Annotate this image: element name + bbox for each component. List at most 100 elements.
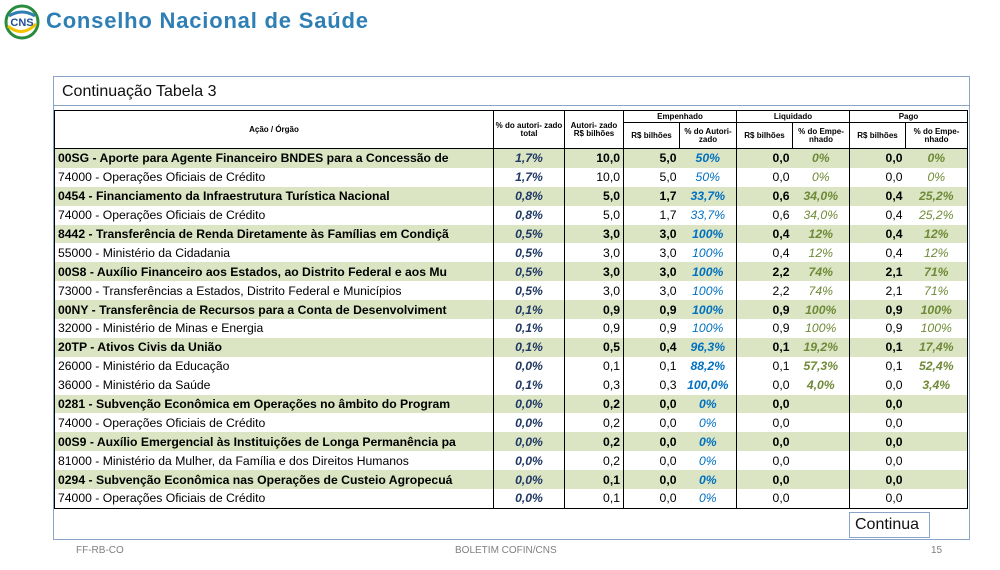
empenhado-pct: 0% — [679, 432, 737, 452]
table-row: 8442 - Transferência de Renda Diretament… — [54, 224, 968, 244]
header-acao-orgao: Ação / Órgão — [54, 110, 494, 149]
liquidado-pct — [792, 451, 850, 471]
autorizado: 0,2 — [564, 432, 624, 452]
pago-rs: 0,0 — [849, 394, 906, 414]
pago-pct: 100% — [905, 300, 968, 320]
row-name: 36000 - Ministério da Saúde — [54, 375, 494, 395]
liquidado-pct: 74% — [792, 262, 850, 282]
empenhado-rs: 1,7 — [623, 205, 680, 225]
empenhado-rs: 5,0 — [623, 148, 680, 168]
pct-autorizado-total: 0,1% — [493, 337, 565, 357]
liquidado-rs: 0,4 — [736, 243, 793, 263]
empenhado-pct: 88,2% — [679, 356, 737, 376]
row-name: 00NY - Transferência de Recursos para a … — [54, 300, 494, 320]
row-name: 00S8 - Auxílio Financeiro aos Estados, a… — [54, 262, 494, 282]
pago-pct: 100% — [905, 319, 968, 338]
header-pago-pct: % do Empe- nhado — [905, 122, 968, 149]
pct-autorizado-total: 0,0% — [493, 394, 565, 414]
table-caption-box: Continuação Tabela 3 — [53, 76, 970, 106]
header-pago-rs: R$ bilhões — [849, 122, 906, 149]
empenhado-rs: 0,0 — [623, 432, 680, 452]
liquidado-pct: 12% — [792, 243, 850, 263]
cns-logo-icon: CNS — [4, 4, 40, 40]
autorizado: 3,0 — [564, 262, 624, 282]
pct-autorizado-total: 0,0% — [493, 356, 565, 376]
pago-pct: 71% — [905, 262, 968, 282]
autorizado: 0,9 — [564, 300, 624, 320]
liquidado-pct: 34,0% — [792, 186, 850, 206]
pago-rs: 0,0 — [849, 489, 906, 509]
header-empenhado-pct: % do Autori- zado — [679, 122, 737, 149]
table-row: 74000 - Operações Oficiais de Crédito 1,7… — [54, 167, 968, 187]
liquidado-rs: 0,6 — [736, 186, 793, 206]
empenhado-pct: 33,7% — [679, 186, 737, 206]
row-name: 74000 - Operações Oficiais de Crédito — [54, 489, 494, 509]
pago-rs: 0,4 — [849, 186, 906, 206]
pago-pct: 71% — [905, 281, 968, 301]
autorizado: 5,0 — [564, 205, 624, 225]
empenhado-pct: 96,3% — [679, 337, 737, 357]
liquidado-pct — [792, 394, 850, 414]
pct-autorizado-total: 0,8% — [493, 186, 565, 206]
liquidado-pct: 74% — [792, 281, 850, 301]
empenhado-rs: 0,0 — [623, 451, 680, 471]
liquidado-rs: 0,0 — [736, 470, 793, 490]
row-name: 8442 - Transferência de Renda Diretament… — [54, 224, 494, 244]
table-row: 55000 - Ministério da Cidadania 0,5% 3,0 3,… — [54, 243, 968, 263]
empenhado-pct: 50% — [679, 167, 737, 187]
pct-autorizado-total: 1,7% — [493, 167, 565, 187]
pct-autorizado-total: 0,0% — [493, 413, 565, 433]
table-row: 36000 - Ministério da Saúde 0,1% 0,3 0,3 100… — [54, 375, 968, 395]
empenhado-pct: 100% — [679, 243, 737, 263]
table-caption: Continuação Tabela 3 — [62, 83, 217, 100]
liquidado-pct: 100% — [792, 300, 850, 320]
autorizado: 0,2 — [564, 413, 624, 433]
autorizado: 10,0 — [564, 148, 624, 168]
empenhado-rs: 0,1 — [623, 356, 680, 376]
pago-pct: 12% — [905, 224, 968, 244]
row-name: 20TP - Ativos Civis da União — [54, 337, 494, 357]
organization-title: Conselho Nacional de Saúde — [46, 8, 369, 33]
empenhado-rs: 0,0 — [623, 413, 680, 433]
header-liquidado: Liquidado — [736, 110, 850, 123]
autorizado: 10,0 — [564, 167, 624, 187]
liquidado-pct: 4,0% — [792, 375, 850, 395]
pago-rs: 0,0 — [849, 432, 906, 452]
pago-pct: 17,4% — [905, 337, 968, 357]
liquidado-pct: 100% — [792, 319, 850, 338]
row-name: 26000 - Ministério da Educação — [54, 356, 494, 376]
pago-pct: 52,4% — [905, 356, 968, 376]
row-name: 81000 - Ministério da Mulher, da Família… — [54, 451, 494, 471]
liquidado-pct: 34,0% — [792, 205, 850, 225]
header-liquidado-rs: R$ bilhões — [736, 122, 793, 149]
empenhado-pct: 0% — [679, 489, 737, 509]
liquidado-rs: 0,9 — [736, 300, 793, 320]
pct-autorizado-total: 0,1% — [493, 375, 565, 395]
pct-autorizado-total: 0,5% — [493, 281, 565, 301]
pago-rs: 0,0 — [849, 413, 906, 433]
pago-pct: 12% — [905, 243, 968, 263]
empenhado-rs: 3,0 — [623, 224, 680, 244]
empenhado-pct: 100% — [679, 300, 737, 320]
pct-autorizado-total: 0,5% — [493, 262, 565, 282]
pago-pct: 25,2% — [905, 205, 968, 225]
liquidado-pct: 19,2% — [792, 337, 850, 357]
table-row: 00SG - Aporte para Agente Financeiro BND… — [54, 148, 968, 168]
pct-autorizado-total: 0,1% — [493, 300, 565, 320]
pct-autorizado-total: 0,0% — [493, 432, 565, 452]
empenhado-rs: 3,0 — [623, 243, 680, 263]
empenhado-rs: 0,4 — [623, 337, 680, 357]
empenhado-pct: 100,0% — [679, 375, 737, 395]
autorizado: 0,2 — [564, 394, 624, 414]
pago-pct: 3,4% — [905, 375, 968, 395]
row-name: 55000 - Ministério da Cidadania — [54, 243, 494, 263]
pago-pct — [905, 432, 968, 452]
empenhado-rs: 3,0 — [623, 262, 680, 282]
liquidado-pct: 57,3% — [792, 356, 850, 376]
table-row: 0294 - Subvenção Econômica nas Operações… — [54, 470, 968, 490]
header-liquidado-pct: % do Empe- nhado — [792, 122, 850, 149]
pct-autorizado-total: 0,5% — [493, 224, 565, 244]
liquidado-rs: 0,0 — [736, 148, 793, 168]
table-body: 00SG - Aporte para Agente Financeiro BND… — [54, 148, 968, 509]
table-row: 00S8 - Auxílio Financeiro aos Estados, a… — [54, 262, 968, 282]
